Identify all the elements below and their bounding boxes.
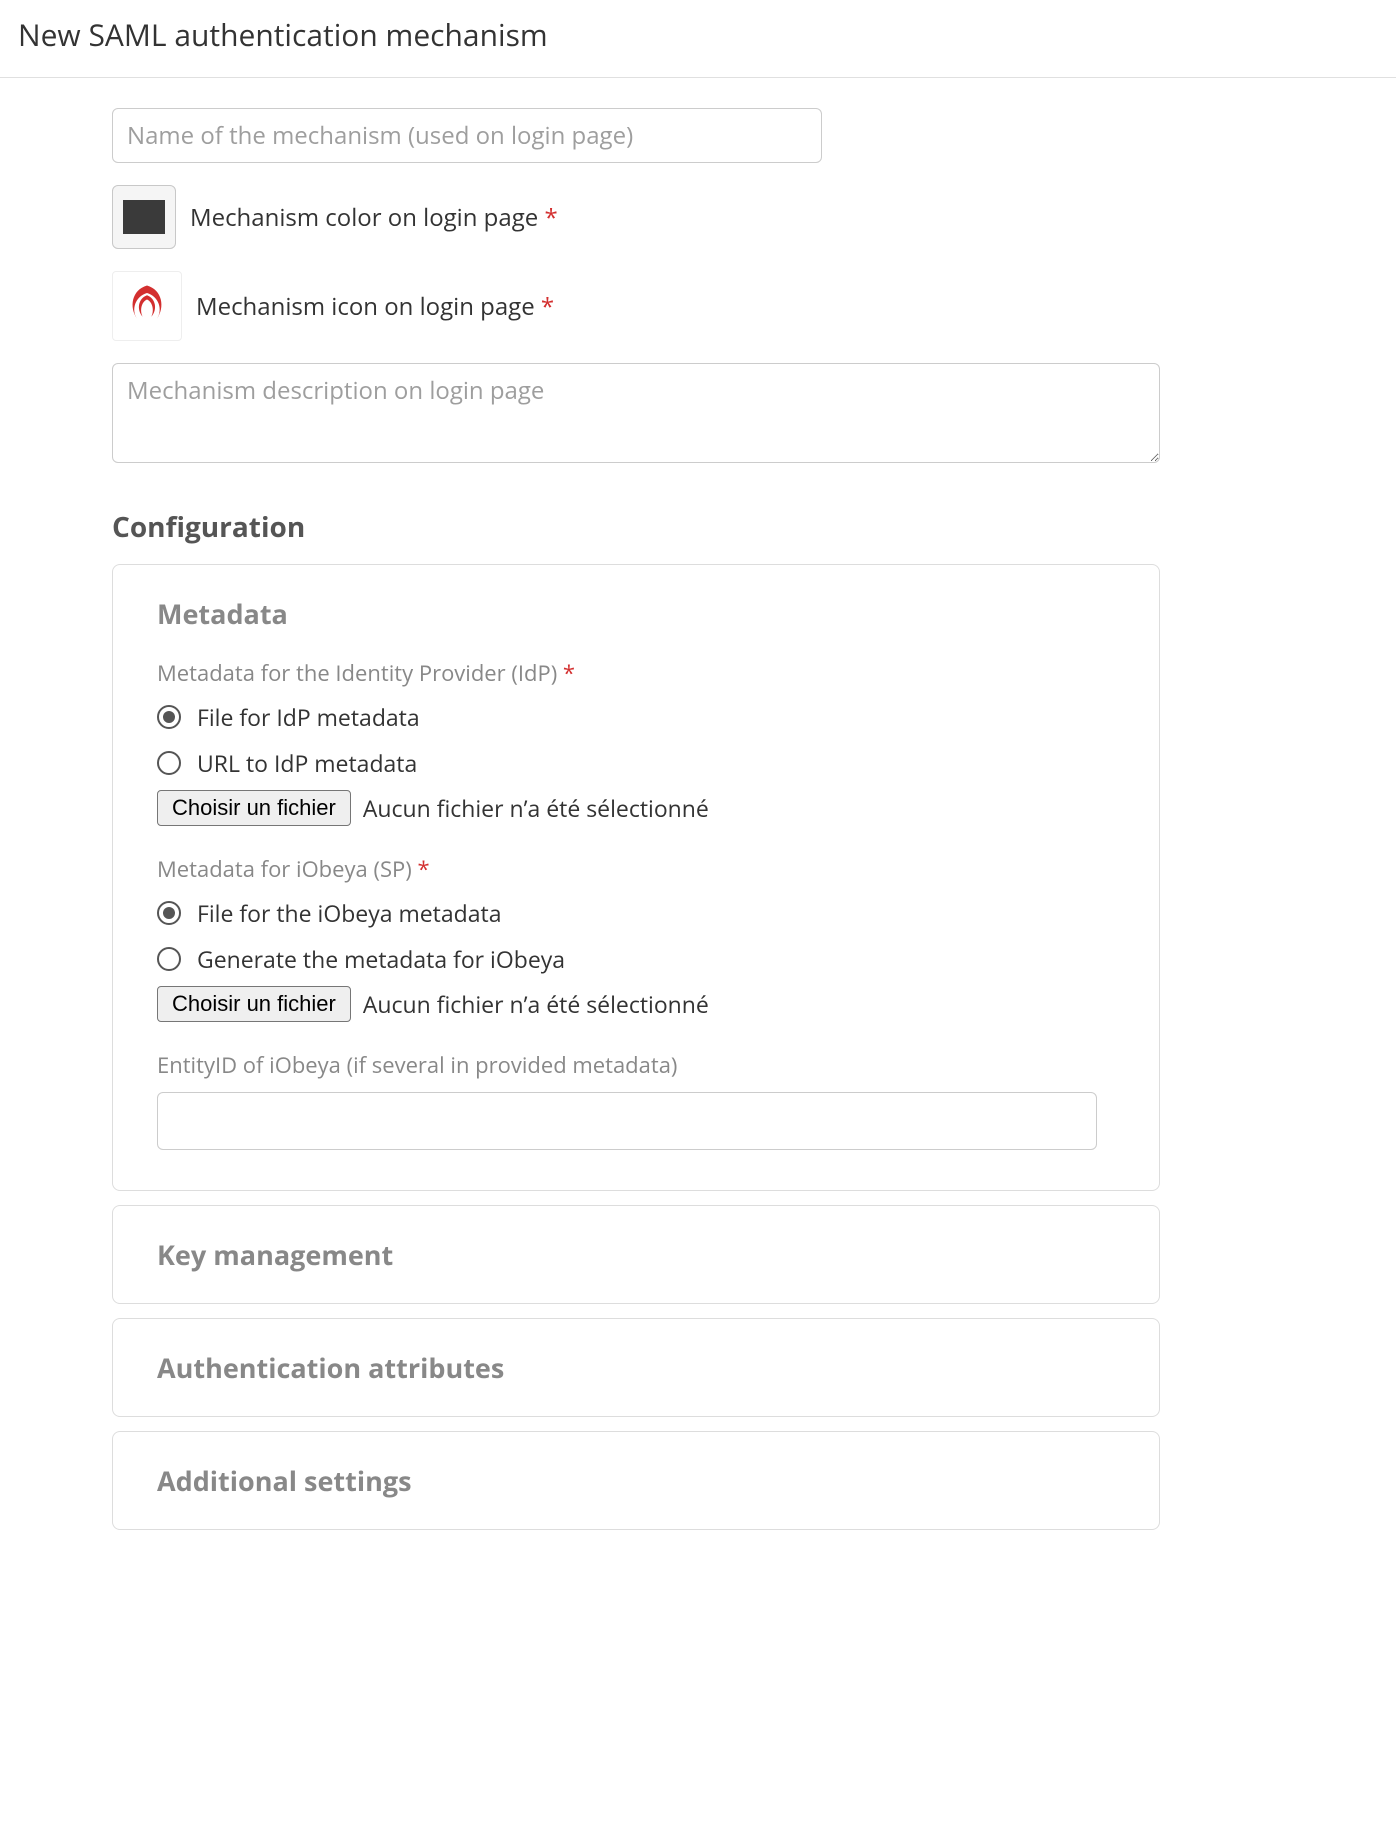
idp-metadata-label-text: Metadata for the Identity Provider (IdP) <box>157 658 557 688</box>
radio-icon <box>157 901 181 925</box>
app-logo-icon <box>120 279 174 333</box>
color-swatch-inner <box>123 200 165 234</box>
idp-radio-url-label: URL to IdP metadata <box>197 747 417 779</box>
idp-metadata-label: Metadata for the Identity Provider (IdP)… <box>157 658 1115 688</box>
sp-radio-file-label: File for the iObeya metadata <box>197 897 502 929</box>
color-label: Mechanism color on login page * <box>190 201 558 234</box>
icon-label-text: Mechanism icon on login page <box>196 290 535 323</box>
key-management-panel-title: Key management <box>157 1236 1115 1273</box>
sp-metadata-label-text: Metadata for iObeya (SP) <box>157 854 412 884</box>
form-area: Mechanism color on login page * Mechanis… <box>0 78 1000 1584</box>
key-management-panel[interactable]: Key management <box>112 1205 1160 1304</box>
authentication-attributes-panel-title: Authentication attributes <box>157 1349 1115 1386</box>
idp-radio-url[interactable]: URL to IdP metadata <box>157 744 1115 782</box>
radio-icon <box>157 947 181 971</box>
color-label-text: Mechanism color on login page <box>190 201 538 234</box>
mechanism-name-input[interactable] <box>112 108 822 163</box>
idp-file-status: Aucun fichier n’a été sélectionné <box>363 792 709 824</box>
color-row: Mechanism color on login page * <box>112 185 1000 249</box>
page-header: New SAML authentication mechanism <box>0 0 1396 78</box>
required-marker: * <box>541 290 554 323</box>
mechanism-icon-preview[interactable] <box>112 271 182 341</box>
radio-icon <box>157 751 181 775</box>
metadata-panel-title: Metadata <box>157 595 1115 632</box>
radio-icon <box>157 705 181 729</box>
idp-file-choose-button[interactable]: Choisir un fichier <box>157 790 351 826</box>
sp-file-row: Choisir un fichier Aucun fichier n’a été… <box>157 986 1115 1022</box>
entity-id-input[interactable] <box>157 1092 1097 1150</box>
sp-file-status: Aucun fichier n’a été sélectionné <box>363 988 709 1020</box>
sp-radio-generate[interactable]: Generate the metadata for iObeya <box>157 940 1115 978</box>
required-marker: * <box>544 201 557 234</box>
metadata-panel: Metadata Metadata for the Identity Provi… <box>112 564 1160 1191</box>
sp-metadata-label: Metadata for iObeya (SP) * <box>157 854 1115 884</box>
required-marker: * <box>563 658 575 688</box>
idp-file-row: Choisir un fichier Aucun fichier n’a été… <box>157 790 1115 826</box>
additional-settings-panel[interactable]: Additional settings <box>112 1431 1160 1530</box>
required-marker: * <box>417 854 429 884</box>
authentication-attributes-panel[interactable]: Authentication attributes <box>112 1318 1160 1417</box>
sp-radio-generate-label: Generate the metadata for iObeya <box>197 943 565 975</box>
icon-label: Mechanism icon on login page * <box>196 290 554 323</box>
idp-radio-file[interactable]: File for IdP metadata <box>157 698 1115 736</box>
sp-file-choose-button[interactable]: Choisir un fichier <box>157 986 351 1022</box>
entity-id-label: EntityID of iObeya (if several in provid… <box>157 1050 1115 1080</box>
color-swatch[interactable] <box>112 185 176 249</box>
mechanism-description-input[interactable] <box>112 363 1160 463</box>
page-title: New SAML authentication mechanism <box>18 14 1378 55</box>
idp-radio-file-label: File for IdP metadata <box>197 701 420 733</box>
configuration-section-title: Configuration <box>112 508 1000 546</box>
icon-row: Mechanism icon on login page * <box>112 271 1000 341</box>
sp-radio-file[interactable]: File for the iObeya metadata <box>157 894 1115 932</box>
additional-settings-panel-title: Additional settings <box>157 1462 1115 1499</box>
